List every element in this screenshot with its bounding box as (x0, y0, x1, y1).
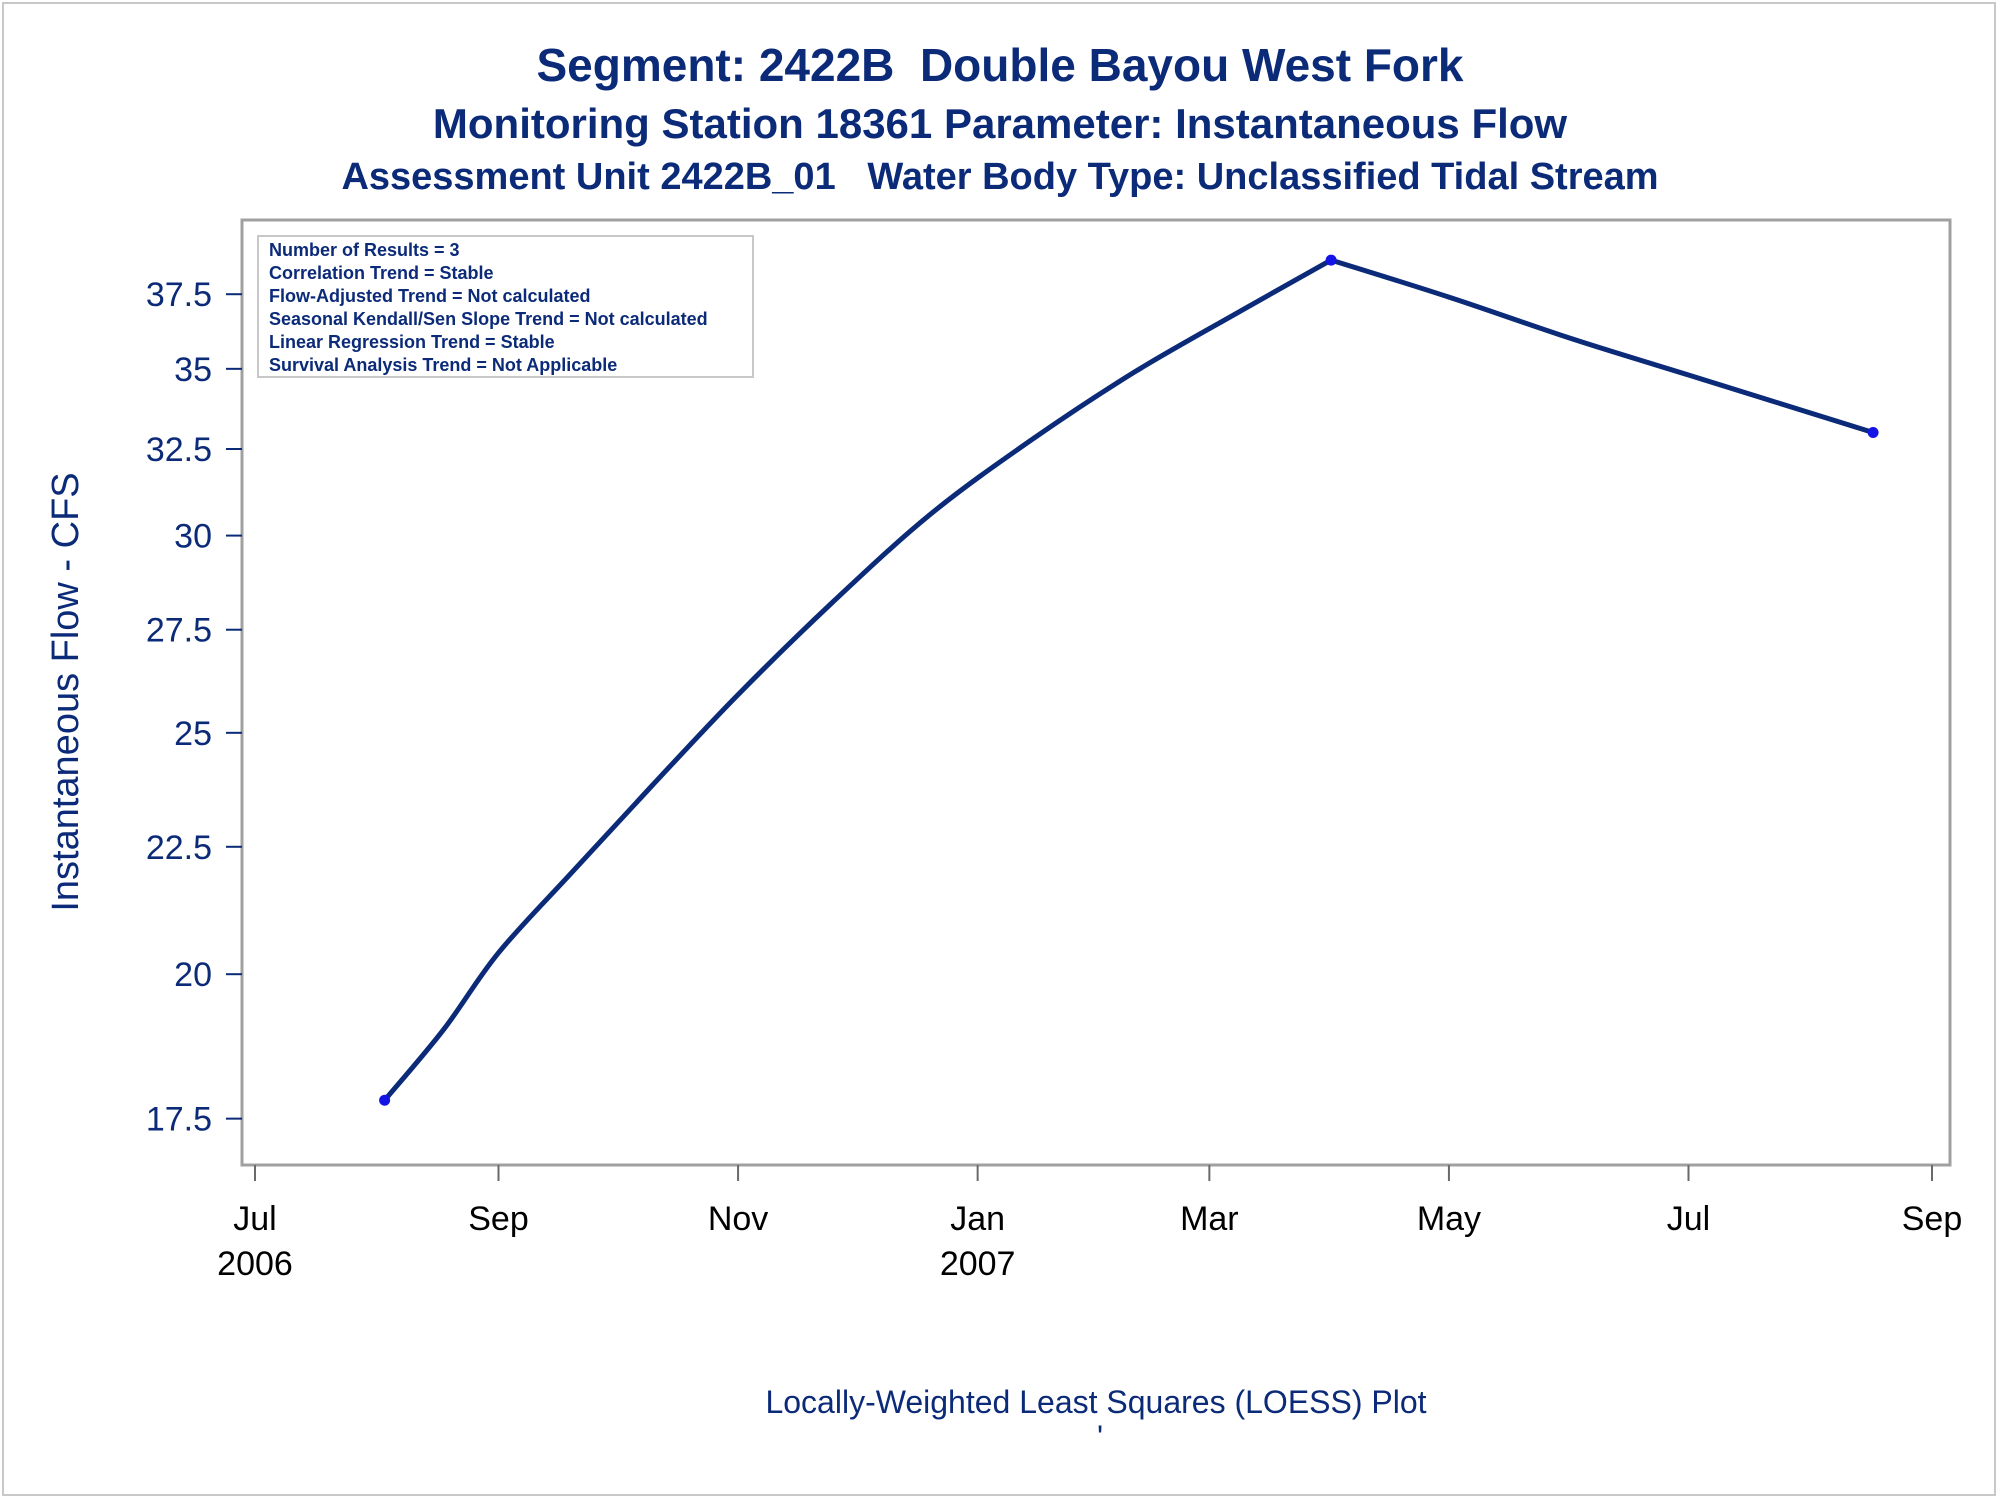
legend-entry: Number of Results = 3 (269, 240, 460, 260)
y-tick-label: 30 (174, 518, 212, 556)
data-point (379, 1094, 391, 1106)
x-tick-year-label: 2006 (217, 1245, 293, 1283)
y-tick-label: 22.5 (146, 829, 212, 867)
y-tick-label: 37.5 (146, 276, 212, 314)
legend-lines: Number of Results = 3 Correlation Trend =… (269, 240, 708, 375)
legend-entry: Linear Regression Trend = Stable (269, 332, 555, 352)
loess-curve (382, 257, 1876, 1103)
x-tick-label: Sep (1902, 1200, 1963, 1238)
legend-entry: Survival Analysis Trend = Not Applicable (269, 355, 617, 375)
x-axis: Jul 2006 Sep Nov Jan 2007 Mar May Jul Sep (217, 1165, 1962, 1283)
chart-subtitle-2: Assessment Unit 2422B_01 Water Body Type… (341, 156, 1659, 198)
chart-title: Segment: 2422B Double Bayou West Fork (536, 39, 1464, 91)
data-point (1325, 254, 1337, 266)
footnote-mark: ' (1097, 1419, 1103, 1455)
y-tick-label: 20 (174, 956, 212, 994)
y-tick-label: 27.5 (146, 612, 212, 650)
legend-border (257, 235, 754, 378)
data-point (1867, 426, 1879, 438)
plot-area-border (240, 218, 1952, 1167)
legend-entry: Flow-Adjusted Trend = Not calculated (269, 286, 591, 306)
x-tick-label: Jul (1667, 1200, 1710, 1238)
data-points (379, 254, 1879, 1106)
x-tick-label: Jul (233, 1200, 276, 1238)
y-tick-label: 25 (174, 715, 212, 753)
y-tick-label: 32.5 (146, 431, 212, 469)
y-axis: 17.5 20 22.5 25 27.5 30 32.5 35 37.5 (146, 276, 242, 1139)
y-tick-label: 17.5 (146, 1101, 212, 1139)
legend-entry: Seasonal Kendall/Sen Slope Trend = Not c… (269, 309, 708, 329)
legend-entry: Correlation Trend = Stable (269, 263, 494, 283)
chart-subtitle: Monitoring Station 18361 Parameter: Inst… (432, 100, 1568, 147)
legend-box: Number of Results = 3 Correlation Trend =… (257, 235, 754, 378)
x-tick-label: Nov (708, 1200, 768, 1238)
x-tick-label: May (1417, 1200, 1481, 1238)
x-tick-label: Jan (950, 1200, 1005, 1238)
y-axis-title: Instantaneous Flow - CFS (45, 472, 87, 911)
x-tick-label: Sep (468, 1200, 529, 1238)
y-tick-label: 35 (174, 351, 212, 389)
x-tick-label: Mar (1180, 1200, 1239, 1238)
footnote: Locally-Weighted Least Squares (LOESS) P… (765, 1384, 1426, 1420)
x-tick-year-label: 2007 (940, 1245, 1016, 1283)
